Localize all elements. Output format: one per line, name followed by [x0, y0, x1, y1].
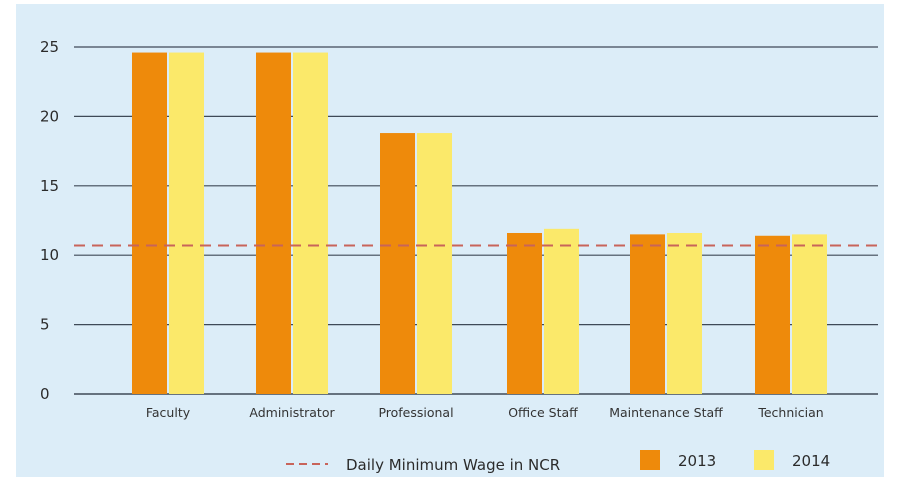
- y-tick-label: 25: [40, 38, 59, 56]
- y-tick-label: 10: [40, 246, 59, 264]
- legend-swatch-2013: [640, 450, 660, 470]
- x-tick-label: Office Staff: [508, 405, 578, 420]
- bar-2013: [755, 235, 790, 394]
- bar-2013: [256, 52, 291, 394]
- bar-2014: [417, 133, 452, 394]
- bar-2013: [630, 234, 665, 394]
- chart-panel: 0 5 10 15 20 25 Faculty Administrator Professio…: [16, 4, 884, 477]
- bar-2013: [380, 133, 415, 394]
- x-tick-label: Maintenance Staff: [609, 405, 723, 420]
- bar-2014: [544, 228, 579, 394]
- bars: [132, 52, 827, 394]
- legend-minimum-wage-label: Daily Minimum Wage in NCR: [346, 456, 560, 474]
- y-tick-label: 20: [40, 107, 59, 125]
- x-tick-label: Professional: [378, 405, 453, 420]
- bar-2014: [169, 52, 204, 394]
- bar-2014: [293, 52, 328, 394]
- x-tick-label: Technician: [757, 405, 823, 420]
- bar-2014: [667, 232, 702, 394]
- y-axis-ticks: 0 5 10 15 20 25: [40, 38, 59, 403]
- y-tick-label: 0: [40, 385, 50, 403]
- x-tick-label: Administrator: [249, 405, 335, 420]
- x-axis-ticks: Faculty Administrator Professional Office S…: [146, 405, 824, 420]
- y-tick-label: 15: [40, 177, 59, 195]
- legend-swatch-2014: [754, 450, 774, 470]
- legend: Daily Minimum Wage in NCR 2013 2014: [286, 450, 830, 474]
- bar-2013: [132, 52, 167, 394]
- legend-label-2014: 2014: [792, 452, 830, 470]
- x-tick-label: Faculty: [146, 405, 191, 420]
- bar-chart: 0 5 10 15 20 25 Faculty Administrator Professio…: [40, 38, 878, 474]
- bar-2013: [507, 232, 542, 394]
- y-tick-label: 5: [40, 316, 50, 334]
- bar-2014: [792, 234, 827, 394]
- gridlines: [74, 46, 878, 395]
- legend-label-2013: 2013: [678, 452, 716, 470]
